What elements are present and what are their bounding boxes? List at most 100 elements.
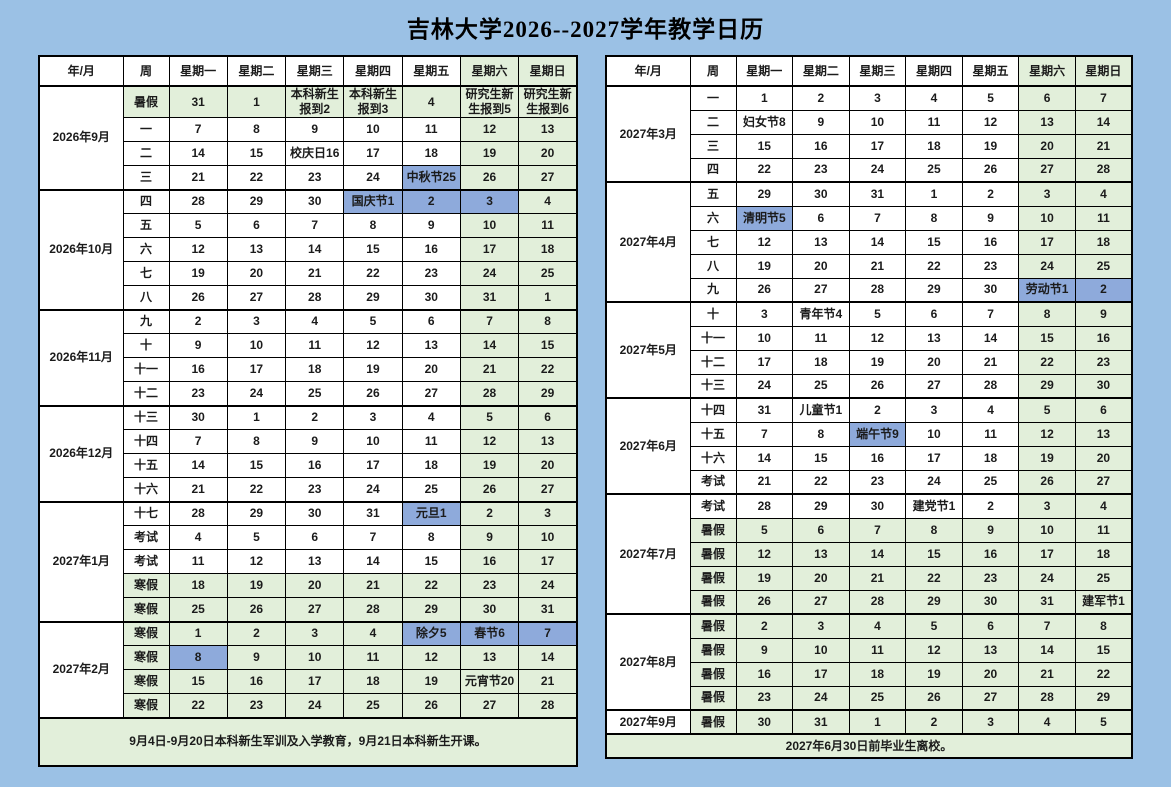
week-label: 六	[122, 237, 170, 262]
day-cell: 17	[848, 133, 907, 159]
day-cell: 8	[792, 421, 850, 447]
day-cell: 9	[285, 117, 345, 142]
week-row: 2027年6月 十四 31 儿童节1 2 3 4 5 6	[605, 397, 1133, 495]
day-cell: 17	[459, 237, 520, 262]
day-cell: 30	[792, 181, 850, 207]
day-cell: 27	[459, 693, 520, 718]
day-cell: 23	[459, 573, 520, 598]
day-cell: 23	[735, 685, 794, 711]
day-cell: 1	[226, 404, 287, 430]
day-cell: 13	[1018, 109, 1076, 135]
day-cell: 29	[735, 181, 794, 207]
day-cell: 23	[168, 381, 228, 406]
month-label: 2027年3月	[605, 85, 691, 183]
day-cell: 23	[961, 565, 1020, 591]
day-cell: 17	[905, 445, 963, 471]
day-cell: 22	[905, 253, 963, 279]
day-cell: 26	[459, 165, 520, 190]
day-cell: 15	[401, 549, 461, 574]
day-cell: 本科新生报到2	[285, 85, 345, 118]
column-header: 星期六	[1018, 55, 1076, 87]
column-header: 星期二	[792, 55, 850, 87]
day-cell: 18	[905, 133, 963, 159]
day-cell: 27	[401, 381, 461, 406]
week-label: 十五	[122, 453, 170, 478]
day-cell: 22	[226, 477, 287, 502]
day-cell: 29	[226, 188, 287, 214]
day-cell: 20	[401, 357, 461, 382]
month-label: 2027年8月	[605, 613, 691, 711]
column-header: 星期日	[518, 55, 578, 87]
day-cell: 3	[961, 709, 1020, 735]
day-cell: 26	[735, 277, 794, 303]
day-cell: 17	[343, 141, 403, 166]
week-row: 三 15 16 17 18 19 20 21	[606, 133, 1133, 159]
week-label: 暑假	[689, 685, 737, 711]
day-cell: 21	[168, 165, 228, 190]
day-cell: 7	[285, 213, 345, 238]
day-cell: 31	[735, 397, 794, 423]
day-cell: 儿童节1	[792, 397, 850, 423]
day-cell: 15	[1018, 325, 1076, 351]
day-cell: 5	[905, 613, 963, 639]
week-label: 寒假	[122, 645, 170, 670]
footer-row: 2027年6月30日前毕业生离校。	[605, 733, 1133, 759]
day-cell: 20	[518, 453, 578, 478]
day-cell: 27	[226, 285, 287, 310]
week-label: 考试	[122, 525, 170, 550]
day-cell: 15	[226, 453, 287, 478]
day-cell: 30	[459, 597, 520, 622]
day-cell: 19	[168, 261, 228, 286]
week-label: 暑假	[689, 565, 737, 591]
day-cell: 15	[168, 669, 228, 694]
day-cell: 4	[401, 404, 461, 430]
day-cell: 12	[459, 429, 520, 454]
day-cell: 28	[343, 597, 403, 622]
day-cell: 12	[459, 117, 520, 142]
day-cell: 11	[518, 213, 578, 238]
week-row: 七 19 20 21 22 23 24 25	[39, 261, 578, 286]
day-cell: 27	[518, 165, 578, 190]
day-cell: 13	[285, 549, 345, 574]
week-label: 考试	[122, 549, 170, 574]
day-cell: 17	[518, 549, 578, 574]
day-cell: 中秋节25	[401, 165, 461, 190]
day-cell: 8	[518, 308, 578, 334]
column-header: 星期一	[735, 55, 794, 87]
day-cell: 21	[961, 349, 1020, 375]
day-cell: 20	[792, 253, 850, 279]
day-cell: 18	[285, 357, 345, 382]
day-cell: 9	[961, 517, 1020, 543]
day-cell: 16	[168, 357, 228, 382]
day-cell: 13	[961, 637, 1020, 663]
month-label: 2026年9月	[38, 85, 124, 190]
day-cell: 13	[792, 229, 850, 255]
week-label: 三	[122, 165, 170, 190]
day-cell: 25	[792, 373, 850, 399]
day-cell: 5	[226, 525, 287, 550]
day-cell: 19	[343, 357, 403, 382]
day-cell: 24	[343, 477, 403, 502]
week-label: 寒假	[122, 597, 170, 622]
week-label: 暑假	[689, 517, 737, 543]
day-cell: 劳动节1	[1018, 277, 1076, 303]
week-label: 十二	[122, 381, 170, 406]
day-cell: 22	[735, 157, 794, 183]
week-label: 一	[689, 85, 737, 111]
day-cell: 25	[285, 381, 345, 406]
week-row: 2026年9月 暑假 31 1 本科新生报到2 本科新生报到3 4 研究生新生报到5 研究生新生…	[38, 85, 578, 190]
day-cell: 7	[459, 308, 520, 334]
column-header: 星期日	[1074, 55, 1133, 87]
day-cell: 20	[961, 661, 1020, 687]
week-label: 寒假	[122, 693, 170, 718]
day-cell: 8	[168, 645, 228, 670]
week-row: 暑假 19 20 21 22 23 24 25	[606, 565, 1133, 591]
day-cell: 6	[961, 613, 1020, 639]
day-cell: 15	[518, 333, 578, 358]
day-cell: 12	[848, 325, 907, 351]
day-cell: 22	[226, 165, 287, 190]
day-cell: 29	[401, 597, 461, 622]
day-cell: 20	[792, 565, 850, 591]
day-cell: 元旦1	[401, 500, 461, 526]
week-row: 暑假 12 13 14 15 16 17 18	[606, 541, 1133, 567]
